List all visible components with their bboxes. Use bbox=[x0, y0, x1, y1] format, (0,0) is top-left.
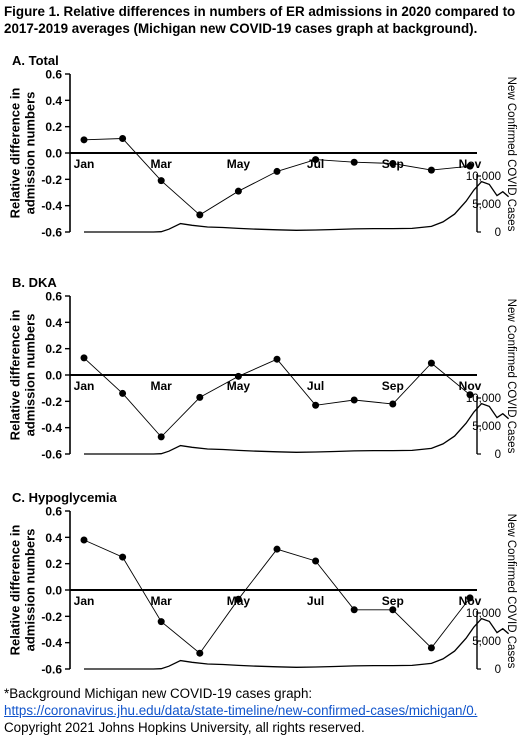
y2-tick-label: 10,000 bbox=[466, 608, 501, 620]
y-tick-label: 0.0 bbox=[45, 147, 62, 161]
y-tick-label: -0.6 bbox=[41, 448, 62, 462]
y2-tick-label: 0 bbox=[495, 664, 501, 676]
data-point bbox=[312, 557, 320, 565]
y-axis-label: Relative difference inadmission numbers bbox=[7, 310, 37, 441]
data-point bbox=[389, 400, 397, 408]
data-point bbox=[350, 158, 358, 166]
data-point bbox=[389, 606, 397, 614]
y-tick-label: 0.2 bbox=[45, 557, 62, 571]
data-point bbox=[119, 135, 127, 143]
source-link[interactable]: https://coronavirus.jhu.edu/data/state-t… bbox=[4, 703, 478, 718]
data-point bbox=[157, 618, 165, 626]
y2-tick-label: 0 bbox=[495, 227, 501, 239]
series-line bbox=[83, 138, 471, 216]
y2-tick-label: 0 bbox=[495, 449, 501, 461]
y2-tick-label: 5,000 bbox=[472, 199, 501, 211]
footnote-source-label: *Background Michigan new COVID-19 cases … bbox=[4, 686, 313, 701]
series-line bbox=[83, 357, 471, 438]
month-label: Mar bbox=[151, 157, 173, 171]
data-point bbox=[389, 160, 397, 168]
data-point bbox=[80, 136, 88, 144]
data-point bbox=[466, 162, 474, 170]
data-point bbox=[234, 372, 242, 380]
data-point bbox=[273, 167, 281, 175]
panel-title: C. Hypoglycemia bbox=[12, 490, 118, 505]
y-tick-label: 0.6 bbox=[45, 68, 62, 82]
y2-tick-label: 5,000 bbox=[472, 636, 501, 648]
month-label: Jan bbox=[74, 379, 95, 393]
data-point bbox=[157, 433, 165, 441]
data-point bbox=[312, 401, 320, 409]
data-point bbox=[234, 187, 242, 195]
data-point bbox=[196, 211, 204, 219]
y-tick-label: 0.2 bbox=[45, 120, 62, 134]
background-cases-line bbox=[84, 180, 510, 233]
month-label: Jan bbox=[74, 157, 95, 171]
y-tick-label: -0.4 bbox=[41, 421, 62, 435]
y2-tick-label: 10,000 bbox=[466, 171, 501, 183]
data-point bbox=[119, 389, 127, 397]
y-tick-label: 0.4 bbox=[45, 531, 62, 545]
y-tick-label: 0.6 bbox=[45, 290, 62, 304]
y-tick-label: 0.4 bbox=[45, 316, 62, 330]
month-label: May bbox=[227, 379, 251, 393]
data-point bbox=[157, 177, 165, 185]
y-tick-label: -0.4 bbox=[41, 636, 62, 650]
y-tick-label: -0.6 bbox=[41, 226, 62, 240]
month-label: Mar bbox=[151, 594, 173, 608]
data-point bbox=[427, 166, 435, 174]
figure-title: Figure 1. Relative differences in number… bbox=[4, 4, 516, 36]
month-label: Jul bbox=[307, 379, 324, 393]
month-label: Nov bbox=[459, 379, 482, 393]
y2-tick-label: 5,000 bbox=[472, 421, 501, 433]
month-label: Mar bbox=[151, 379, 173, 393]
y2-axis-label: New Confirmed COVID Cases bbox=[505, 514, 517, 669]
background-cases-line bbox=[84, 617, 510, 670]
y-tick-label: 0.0 bbox=[45, 369, 62, 383]
data-point bbox=[196, 649, 204, 657]
data-point bbox=[234, 595, 242, 603]
data-point bbox=[80, 536, 88, 544]
month-label: Sep bbox=[382, 379, 404, 393]
panel-title: A. Total bbox=[12, 53, 59, 68]
data-point bbox=[466, 594, 474, 602]
series-line bbox=[83, 539, 471, 654]
y2-tick-label: 10,000 bbox=[466, 393, 501, 405]
data-point bbox=[119, 553, 127, 561]
y-tick-label: -0.4 bbox=[41, 199, 62, 213]
y-axis-label: Relative difference inadmission numbers bbox=[7, 525, 37, 656]
y-axis-label: Relative difference inadmission numbers bbox=[7, 88, 37, 219]
data-point bbox=[350, 606, 358, 614]
panel-title: B. DKA bbox=[12, 275, 57, 290]
data-point bbox=[273, 545, 281, 553]
data-point bbox=[427, 644, 435, 652]
data-point bbox=[196, 393, 204, 401]
y-tick-label: -0.2 bbox=[41, 395, 62, 409]
y2-axis-label: New Confirmed COVID Cases bbox=[505, 77, 517, 232]
data-point bbox=[350, 396, 358, 404]
month-label: Jan bbox=[74, 594, 95, 608]
data-point bbox=[466, 391, 474, 399]
footnote: *Background Michigan new COVID-19 cases … bbox=[4, 685, 518, 736]
y-tick-label: 0.0 bbox=[45, 584, 62, 598]
y-tick-label: 0.6 bbox=[45, 505, 62, 519]
y-tick-label: 0.2 bbox=[45, 342, 62, 356]
data-point bbox=[312, 156, 320, 164]
data-point bbox=[273, 355, 281, 363]
month-label: Sep bbox=[382, 594, 404, 608]
data-point bbox=[80, 354, 88, 362]
month-label: May bbox=[227, 157, 251, 171]
background-cases-line bbox=[84, 402, 510, 455]
y2-axis-label: New Confirmed COVID Cases bbox=[505, 299, 517, 454]
y-tick-label: -0.2 bbox=[41, 610, 62, 624]
y-tick-label: -0.2 bbox=[41, 173, 62, 187]
copyright-text: Copyright 2021 Johns Hopkins University,… bbox=[4, 720, 365, 735]
y-tick-label: 0.4 bbox=[45, 94, 62, 108]
data-point bbox=[427, 359, 435, 367]
month-label: Jul bbox=[307, 594, 324, 608]
y-tick-label: -0.6 bbox=[41, 663, 62, 677]
